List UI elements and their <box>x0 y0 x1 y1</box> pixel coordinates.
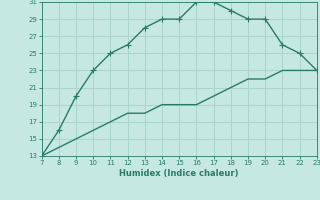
X-axis label: Humidex (Indice chaleur): Humidex (Indice chaleur) <box>119 169 239 178</box>
